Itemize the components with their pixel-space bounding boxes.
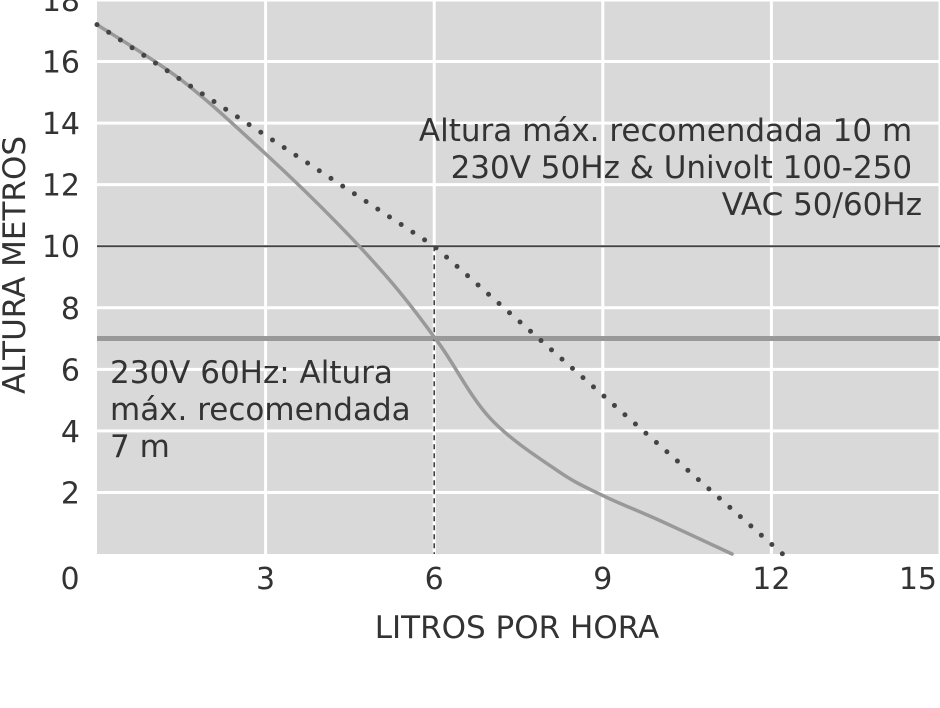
- series: [94, 22, 786, 557]
- y-tick-label-12: 12: [42, 169, 80, 204]
- x-tick-label-3: 3: [256, 562, 275, 597]
- x-axis-label: LITROS POR HORA: [375, 610, 660, 646]
- y-tick-label-16: 16: [42, 46, 80, 81]
- x-tick-label-15: 15: [899, 562, 937, 597]
- plot-background: [97, 0, 940, 554]
- annotation-7m-line-3: 7 m: [110, 429, 170, 465]
- x-tick-label-0: 0: [60, 562, 79, 597]
- annotation-10m: Altura máx. recomendada 10 m 230V 50Hz &…: [419, 113, 922, 223]
- x-tick-labels: 0 3 6 9 12 15: [60, 562, 937, 597]
- annotation-7m: 230V 60Hz: Altura máx. recomendada 7 m: [110, 355, 421, 465]
- annotation-10m-line-3: VAC 50/60Hz: [722, 187, 922, 223]
- annotation-10m-line-2: 230V 50Hz & Univolt 100-250: [451, 150, 913, 186]
- y-tick-label-8: 8: [61, 292, 80, 327]
- x-tick-label-6: 6: [425, 562, 444, 597]
- y-tick-label-4: 4: [61, 415, 80, 450]
- y-tick-label-14: 14: [42, 107, 80, 142]
- y-tick-label-2: 2: [61, 476, 80, 511]
- y-tick-labels: 2 4 6 8 10 12 14 16 18: [42, 0, 80, 511]
- x-tick-label-9: 9: [593, 562, 612, 597]
- y-tick-label-6: 6: [61, 353, 80, 388]
- annotation-7m-line-2: máx. recomendada: [110, 392, 411, 428]
- series-line-dotted: [94, 22, 786, 557]
- reference-lines: [97, 245, 940, 554]
- y-tick-label-10: 10: [42, 230, 80, 265]
- y-axis-label: ALTURA METROS: [0, 136, 33, 394]
- y-tick-label-18: 18: [42, 0, 80, 19]
- annotation-7m-line-1: 230V 60Hz: Altura: [110, 355, 393, 391]
- annotation-10m-line-1: Altura máx. recomendada 10 m: [419, 113, 912, 149]
- series-line-solid: [95, 22, 734, 556]
- x-tick-label-12: 12: [752, 562, 790, 597]
